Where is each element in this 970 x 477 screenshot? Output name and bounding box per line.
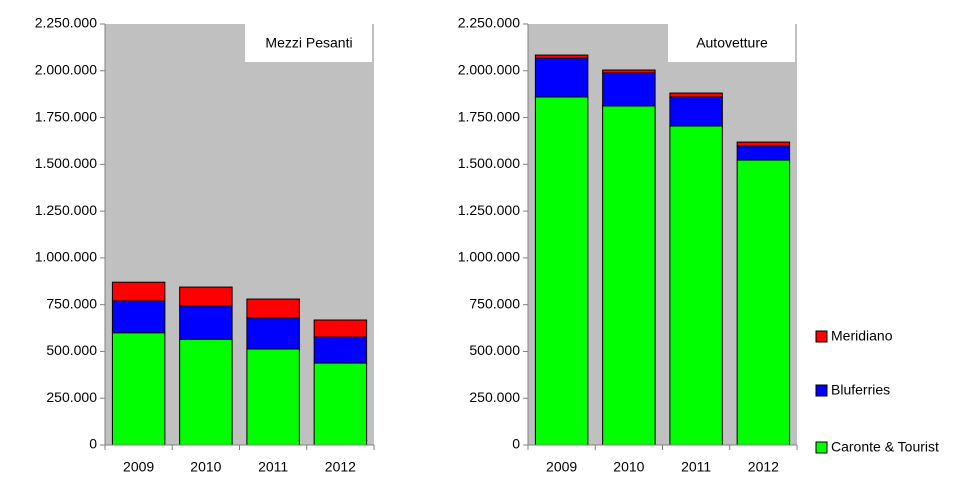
bar-segment	[313, 336, 368, 364]
x-tick-label: 2009	[546, 459, 577, 475]
bar-segment	[602, 69, 656, 74]
legend-label: Caronte & Tourist	[831, 439, 939, 455]
y-tick-label: 1.000.000	[458, 249, 520, 265]
bar-segment	[736, 141, 791, 147]
y-tick-label: 1.000.000	[35, 249, 97, 265]
bar-segment	[246, 348, 300, 446]
y-tick-label: 2.250.000	[35, 15, 97, 31]
chart-title: Mezzi Pesanti	[265, 35, 352, 51]
legend-swatch	[815, 441, 828, 454]
y-tick-label: 1.750.000	[35, 108, 97, 124]
x-tick-label: 2011	[681, 459, 711, 475]
y-tick-label: 500.000	[469, 342, 520, 358]
bar-segment	[111, 300, 166, 334]
bar-segment	[179, 338, 233, 446]
y-tick-label: 1.750.000	[458, 108, 520, 124]
bar-segment	[669, 92, 723, 98]
y-tick-label: 2.000.000	[35, 61, 97, 77]
y-tick-label: 1.500.000	[458, 155, 520, 171]
y-tick-label: 250.000	[469, 389, 520, 405]
y-tick-label: 500.000	[46, 342, 97, 358]
y-tick-label: 1.500.000	[35, 155, 97, 171]
bar-segment	[669, 125, 723, 446]
bar-segment	[736, 145, 791, 161]
y-tick-label: 0	[89, 436, 97, 452]
legend-label: Meridiano	[831, 328, 893, 344]
y-tick-label: 1.250.000	[35, 202, 97, 218]
legend-swatch	[815, 384, 828, 397]
title-box	[668, 24, 795, 62]
y-tick-label: 2.250.000	[458, 15, 520, 31]
y-tick-label: 250.000	[46, 389, 97, 405]
bar-segment	[534, 54, 589, 59]
bar-segment	[179, 305, 233, 340]
legend-swatch	[815, 330, 828, 343]
y-tick-label: 750.000	[469, 295, 520, 311]
y-tick-label: 0	[512, 436, 520, 452]
x-tick-label: 2010	[613, 459, 644, 475]
x-tick-label: 2010	[190, 459, 221, 475]
bar-segment	[246, 298, 300, 319]
bar-segment	[669, 96, 723, 127]
x-tick-label: 2012	[325, 459, 356, 475]
bar-segment	[111, 332, 166, 446]
bar-segment	[534, 96, 589, 446]
bar-segment	[602, 105, 656, 446]
x-tick-label: 2012	[748, 459, 779, 475]
y-tick-label: 2.000.000	[458, 61, 520, 77]
bar-segment	[179, 286, 233, 307]
bar-segment	[736, 159, 791, 446]
title-box	[245, 24, 372, 62]
legend-label: Bluferries	[831, 382, 890, 398]
bar-segment	[111, 281, 166, 302]
y-tick-label: 750.000	[46, 295, 97, 311]
bar-segment	[246, 317, 300, 350]
bar-segment	[313, 319, 368, 338]
bar-segment	[602, 72, 656, 107]
bar-segment	[313, 362, 368, 446]
bar-segment	[534, 57, 589, 98]
y-tick-label: 1.250.000	[458, 202, 520, 218]
x-tick-label: 2009	[123, 459, 154, 475]
x-tick-label: 2011	[258, 459, 288, 475]
chart-title: Autovetture	[696, 35, 768, 51]
